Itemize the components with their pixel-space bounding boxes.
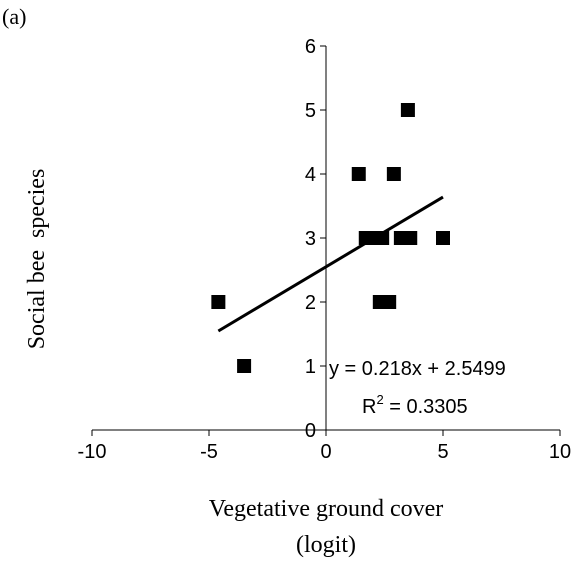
y-tick-label: 0 (305, 420, 316, 442)
r-squared-prefix: R (362, 396, 376, 418)
equation-label: y = 0.218x + 2.5499 (329, 358, 506, 380)
trendline-group (217, 195, 444, 333)
data-point (237, 359, 252, 373)
y-axis-label: Social bee species (24, 169, 50, 350)
data-point (351, 167, 366, 181)
data-points (211, 103, 450, 373)
trend-line (217, 195, 444, 333)
y-tick-label: 3 (305, 228, 316, 250)
r-squared-value: = 0.3305 (384, 396, 468, 418)
data-point (382, 295, 397, 309)
x-tick-label: 10 (549, 441, 571, 463)
x-axis-label-line2: (logit) (296, 532, 356, 558)
data-point (400, 103, 415, 117)
x-tick-label: -5 (200, 441, 218, 463)
ticks: -10 -5 0 5 10 0 1 2 3 4 5 6 (78, 36, 572, 463)
data-point (386, 167, 401, 181)
y-tick-label: 1 (305, 356, 316, 378)
x-tick-label: -10 (78, 441, 107, 463)
data-point (375, 231, 390, 245)
y-tick-label: 5 (305, 100, 316, 122)
x-axis-label-line1: Vegetative ground cover (209, 496, 444, 522)
r-squared-label: R2 = 0.3305 (362, 392, 468, 418)
data-point (211, 295, 226, 309)
y-tick-label: 4 (305, 164, 316, 186)
data-point (436, 231, 450, 245)
panel-label: (a) (2, 4, 26, 29)
y-tick-label: 6 (305, 36, 316, 58)
r-squared-superscript: 2 (376, 392, 383, 407)
x-tick-label: 0 (320, 441, 331, 463)
x-tick-label: 5 (437, 441, 448, 463)
data-point (403, 231, 418, 245)
y-tick-label: 2 (305, 292, 316, 314)
